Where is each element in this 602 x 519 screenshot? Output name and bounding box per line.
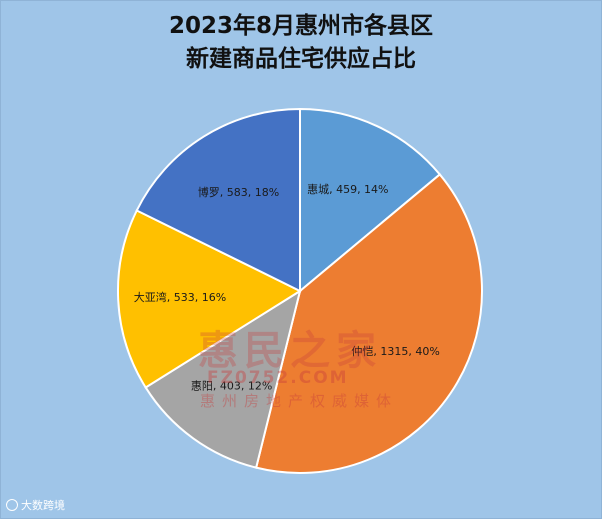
pie-labels: 惠城, 459, 14% 仲恺, 1315, 40% 惠阳, 403, 12% 大亚湾…	[134, 182, 440, 392]
pie-label-1: 惠城, 459, 14%	[307, 182, 388, 196]
pie-label-2: 仲恺, 1315, 40%	[351, 344, 439, 358]
pie-slices	[117, 107, 483, 474]
pie-slice-5	[135, 107, 301, 293]
pie-slice-4	[117, 209, 303, 389]
chart-title: 2023年8月惠州市各县区 新建商品住宅供应占比	[0, 10, 602, 76]
chart-title-line-1: 2023年8月惠州市各县区	[168, 13, 434, 39]
watermark-brand: 惠民之家	[198, 328, 382, 374]
pie-slice-1	[299, 107, 442, 294]
watermark-tagline: 惠州房地产权威媒体	[200, 392, 399, 410]
chart-title-line-2: 新建商品住宅供应占比	[186, 46, 416, 72]
pie-slice-3	[144, 288, 302, 469]
corner-logo-text: 大数跨境	[21, 499, 65, 512]
pie-label-3: 惠阳, 403, 12%	[191, 378, 272, 392]
pie-label-5: 博罗, 583, 18%	[198, 186, 279, 199]
pie-slice-2	[254, 173, 483, 474]
pie-label-4: 大亚湾, 533, 16%	[134, 290, 226, 304]
corner-logo: 大数跨境	[6, 497, 65, 513]
logo-icon	[6, 499, 18, 511]
watermark-url: FZ0752.COM	[207, 368, 349, 388]
